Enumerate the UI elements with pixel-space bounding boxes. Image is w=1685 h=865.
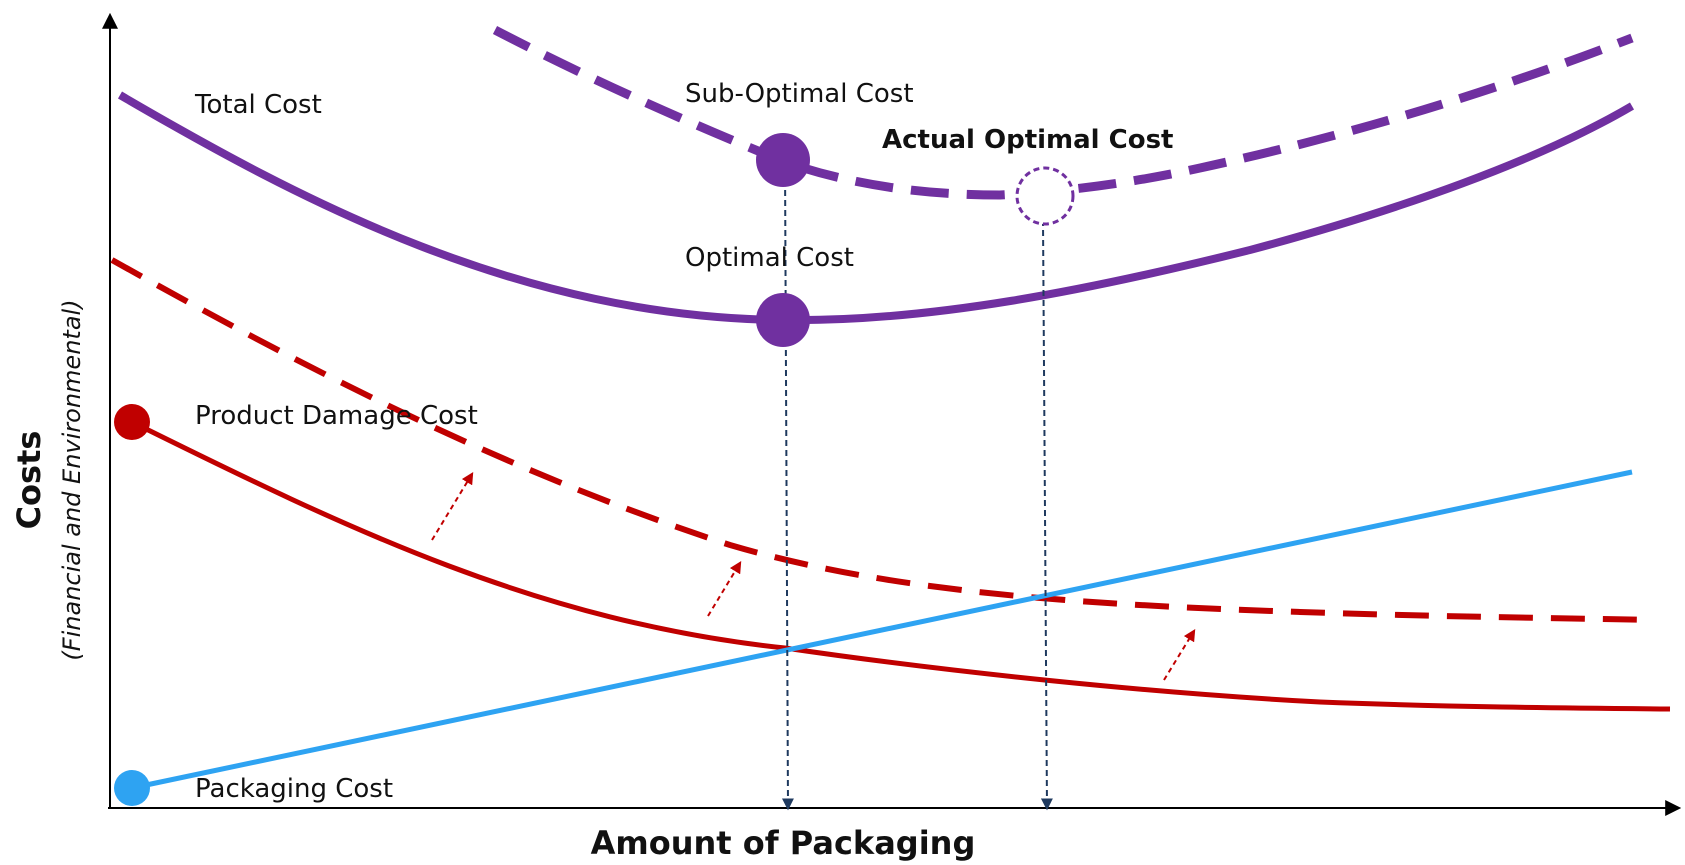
shifted-product-damage-curve [110, 257, 1655, 623]
actual-optimal-cost-point [1015, 166, 1075, 226]
shift-arrow-2 [707, 560, 742, 617]
y-axis-label: Costs [10, 431, 48, 530]
product-damage-curve [130, 419, 1671, 712]
product-damage-cost-label: Product Damage Cost [195, 401, 478, 431]
optimal-guide-line [781, 159, 794, 811]
packaging-cost-line [131, 469, 1633, 791]
shift-arrow-1 [431, 471, 474, 541]
sub-optimal-cost-point [756, 133, 810, 187]
actual-optimal-guide-line [1040, 219, 1053, 811]
optimal-cost-point [756, 293, 810, 347]
packaging-cost-start-point [114, 770, 150, 806]
total-cost-curve [117, 91, 1635, 325]
shift-arrow-3 [1163, 628, 1196, 681]
y-axis-sublabel: (Financial and Environmental) [58, 299, 86, 660]
actual-optimal-cost-label: Actual Optimal Cost [882, 125, 1173, 155]
packaging-cost-label: Packaging Cost [195, 774, 393, 804]
sub-optimal-total-cost-curve [492, 26, 1634, 200]
product-damage-start-point [114, 404, 150, 440]
total-cost-label: Total Cost [194, 90, 322, 120]
sub-optimal-cost-label: Sub-Optimal Cost [685, 79, 914, 109]
optimal-cost-label: Optimal Cost [685, 243, 854, 273]
x-axis-label: Amount of Packaging [591, 824, 976, 862]
